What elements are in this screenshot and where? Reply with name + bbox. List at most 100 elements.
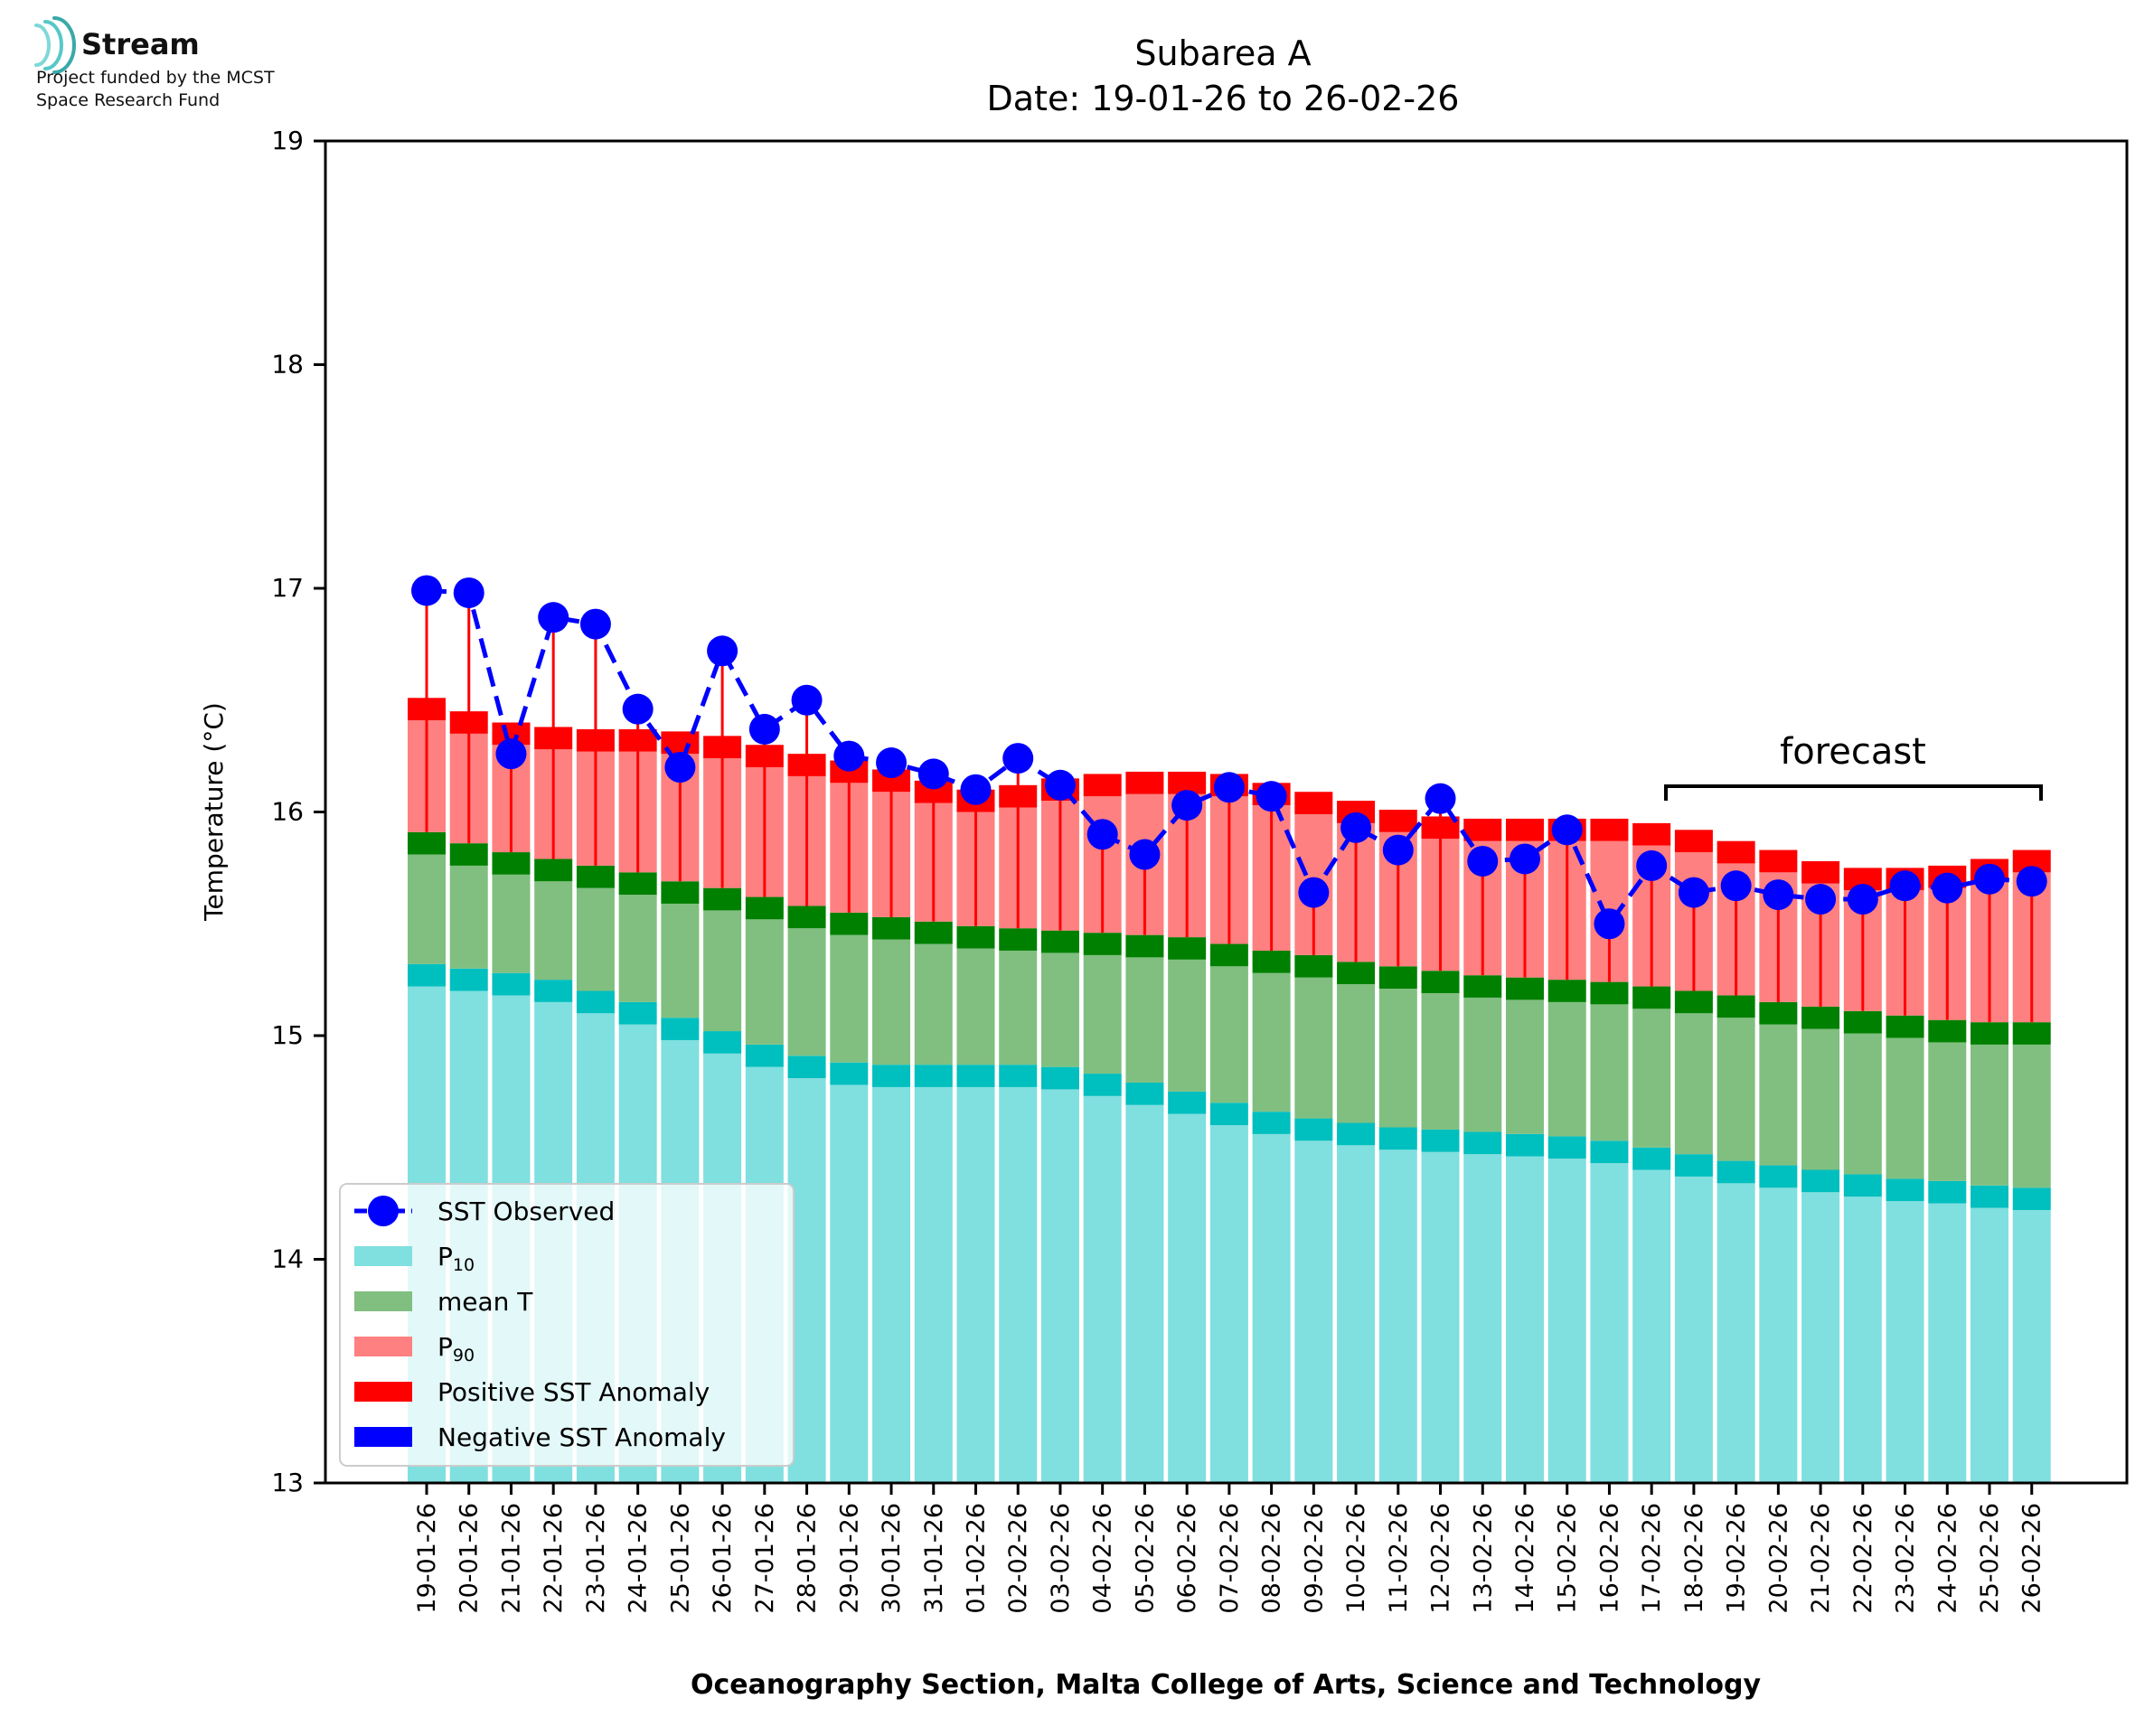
x-tick-label: 17-02-26 [1638,1503,1666,1614]
bar-mean [1801,1028,1840,1170]
bar-p10-cap [914,1065,953,1087]
forecast-label: forecast [1780,731,1926,773]
observed-point [2016,866,2047,897]
x-tick-label: 07-02-26 [1216,1503,1244,1614]
bar-p10 [1378,1150,1417,1483]
bar-mean-cap [1717,995,1755,1018]
observed-point [1086,819,1118,850]
bar-mean [1463,997,1502,1132]
legend-label-base: P [437,1332,453,1362]
bar-mean [2012,1044,2051,1188]
observed-point [538,602,569,633]
bar-mean [1083,954,1122,1074]
observed-point [1002,743,1034,774]
legend-label-sub: 90 [453,1346,475,1365]
bar-mean [1209,966,1248,1103]
bar-p10 [1928,1203,1967,1483]
x-tick-label: 21-02-26 [1807,1503,1835,1614]
bar-mean-cap [1632,986,1671,1009]
y-tick-label: 16 [271,797,304,827]
x-tick-label: 01-02-26 [962,1503,990,1614]
bar-p10 [1547,1159,1586,1483]
bar-p10-cap [745,1044,784,1067]
bar-mean [830,934,869,1063]
observed-point [622,693,654,725]
x-tick-label: 21-01-26 [497,1503,525,1614]
bar-p10-cap [1843,1174,1882,1197]
bar-mean-cap [1801,1006,1840,1029]
bar-p10-cap [787,1056,826,1079]
bar-p90-cap [1294,792,1333,814]
x-tick-label: 19-02-26 [1723,1503,1751,1614]
y-axis: 13 14 15 16 17 18 19 [271,126,325,1497]
observed-point [1974,863,2006,895]
bar-p10 [872,1086,911,1483]
bar-mean-cap [1971,1022,2009,1045]
x-tick-label: 29-01-26 [835,1503,863,1614]
bar-p10-cap [1632,1147,1671,1170]
observed-point [1678,877,1709,908]
observed-point [1467,845,1499,877]
legend-swatch-observed-marker [368,1196,399,1226]
x-tick-label: 26-02-26 [2018,1503,2046,1614]
x-tick-label: 26-01-26 [709,1503,737,1614]
bar-mean [1252,972,1291,1112]
bar-p10 [1717,1183,1755,1483]
x-tick-label: 28-01-26 [794,1503,822,1614]
bar-mean [1886,1037,1924,1179]
observed-point [833,740,865,772]
x-tick-label: 24-01-26 [625,1503,653,1614]
x-tick-label: 15-02-26 [1554,1503,1582,1614]
observed-point [1129,839,1161,870]
x-tick-label: 23-01-26 [582,1503,610,1614]
bar-p10-cap [1168,1091,1207,1114]
bar-p90-cap [1463,818,1502,841]
x-tick-label: 30-01-26 [878,1503,906,1614]
observed-point [1847,884,1878,915]
bar-mean-cap [449,843,488,866]
observed-point [1425,783,1456,814]
bar-p10-cap [1759,1165,1798,1188]
x-tick-label: 11-02-26 [1385,1503,1413,1614]
bar-p90-cap [1378,810,1417,832]
stream-logo: Stream Project funded by the MCST Space … [34,16,275,110]
bar-mean [1040,952,1079,1067]
bar-mean-cap [1168,937,1207,960]
bar-p10 [1886,1201,1924,1483]
x-tick-label: 31-01-26 [920,1503,948,1614]
bar-mean-cap [1040,930,1079,953]
bar-mean-cap [703,887,742,911]
logo-funding-line1: Project funded by the MCST [36,68,275,88]
observed-point [960,774,992,805]
bar-mean [999,950,1038,1065]
forecast-bracket: forecast [1664,731,2043,801]
y-tick-label: 18 [271,350,304,380]
observed-point [453,577,484,608]
bar-mean-cap [1759,1001,1798,1025]
bar-p10-cap [661,1018,700,1040]
bar-mean [1125,957,1164,1083]
bar-mean [1547,1001,1586,1137]
bar-p90-cap [1801,860,1840,884]
bar-p90-cap [1083,774,1122,797]
x-tick-label: 25-01-26 [666,1503,694,1614]
anomaly-lines-group [425,590,2034,1023]
bar-p10-cap [1083,1074,1122,1096]
bar-mean [1421,992,1460,1130]
bar-mean-cap [1209,943,1248,967]
bar-p10-cap [1928,1180,1967,1204]
bar-p10 [1971,1207,2009,1483]
chart-title: Subarea A [1134,33,1311,73]
bar-mean-cap [787,906,826,929]
bar-mean [1632,1009,1671,1148]
bar-p10-cap [1378,1127,1417,1150]
observed-point [748,713,780,745]
bar-p10 [1040,1089,1079,1483]
y-tick-label: 14 [271,1244,304,1274]
bar-mean-cap [408,831,446,855]
bar-mean-cap [2012,1022,2051,1045]
bar-mean-cap [1294,954,1333,978]
legend-label-base: P [437,1242,453,1272]
